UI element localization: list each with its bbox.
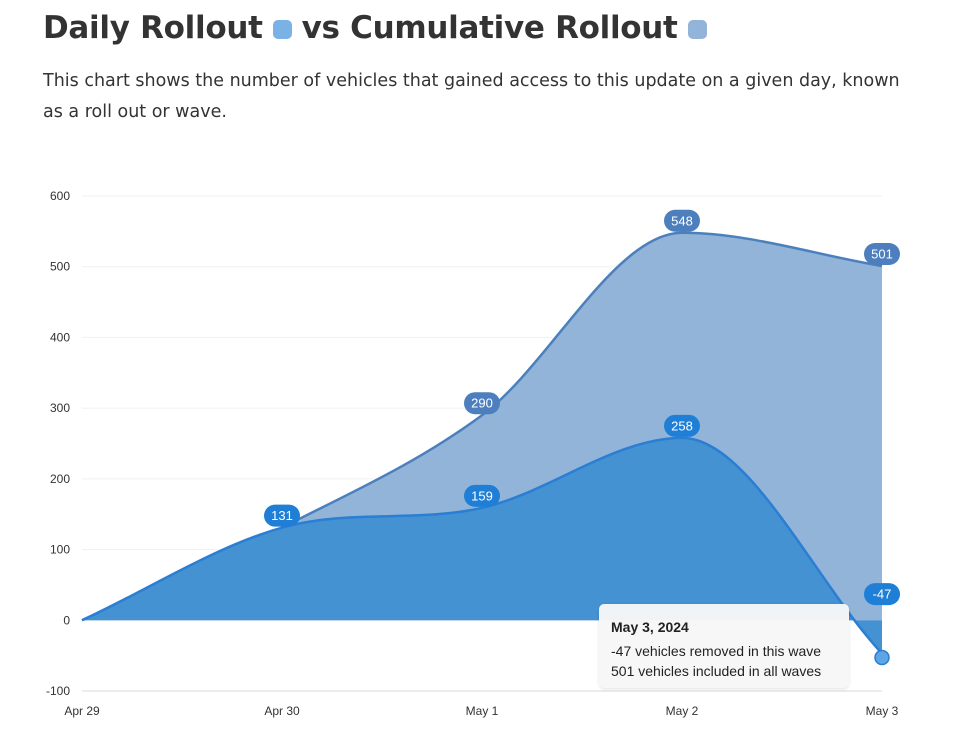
x-tick-label: May 1 <box>466 704 499 718</box>
daily-point-highlight <box>874 649 890 666</box>
y-tick-label: 200 <box>50 472 70 486</box>
daily-data-label-bg <box>264 504 300 527</box>
cumulative-data-label: 501 <box>871 247 893 262</box>
tooltip-date: May 3, 2024 <box>611 619 689 635</box>
daily-data-label: 159 <box>471 488 493 503</box>
daily-legend-swatch[interactable] <box>272 19 292 39</box>
daily-area <box>82 437 882 654</box>
tooltip-line-removed: -47 vehicles removed in this wave <box>611 643 822 659</box>
title-cumulative: vs Cumulative Rollout <box>301 10 678 46</box>
daily-data-label: -47 <box>873 587 892 602</box>
cumulative-data-label-bg <box>664 209 700 232</box>
y-tick-label: -100 <box>46 684 70 698</box>
cumulative-data-label: 548 <box>671 213 693 228</box>
daily-data-label-bg <box>864 583 900 606</box>
daily-data-label: 258 <box>671 418 693 433</box>
tooltip: May 3, 2024 -47 vehicles removed in this… <box>599 604 849 688</box>
y-tick-label: 400 <box>50 330 70 344</box>
cumulative-data-label-bg <box>464 392 500 415</box>
cumulative-data-label-bg <box>864 243 900 266</box>
daily-data-label-bg <box>464 484 500 507</box>
daily-data-label: 131 <box>271 508 293 523</box>
cumulative-data-label: 290 <box>471 396 493 411</box>
y-tick-label: 100 <box>50 543 70 557</box>
x-tick-label: Apr 30 <box>264 704 300 718</box>
y-tick-label: 0 <box>63 613 70 627</box>
daily-data-label-bg <box>664 414 700 437</box>
x-tick-label: Apr 29 <box>64 704 100 718</box>
tooltip-line-included: 501 vehicles included in all waves <box>611 663 822 679</box>
chart-title: Daily Rollout vs Cumulative Rollout <box>43 10 717 46</box>
y-tick-label: 500 <box>50 260 70 274</box>
title-daily: Daily Rollout <box>43 10 263 46</box>
y-tick-label: 600 <box>50 189 70 203</box>
y-tick-label: 300 <box>50 401 70 415</box>
x-tick-label: May 2 <box>666 704 699 718</box>
x-tick-label: May 3 <box>866 704 899 718</box>
chart-subtitle: This chart shows the number of vehicles … <box>43 71 900 122</box>
cumulative-legend-swatch[interactable] <box>687 19 707 39</box>
